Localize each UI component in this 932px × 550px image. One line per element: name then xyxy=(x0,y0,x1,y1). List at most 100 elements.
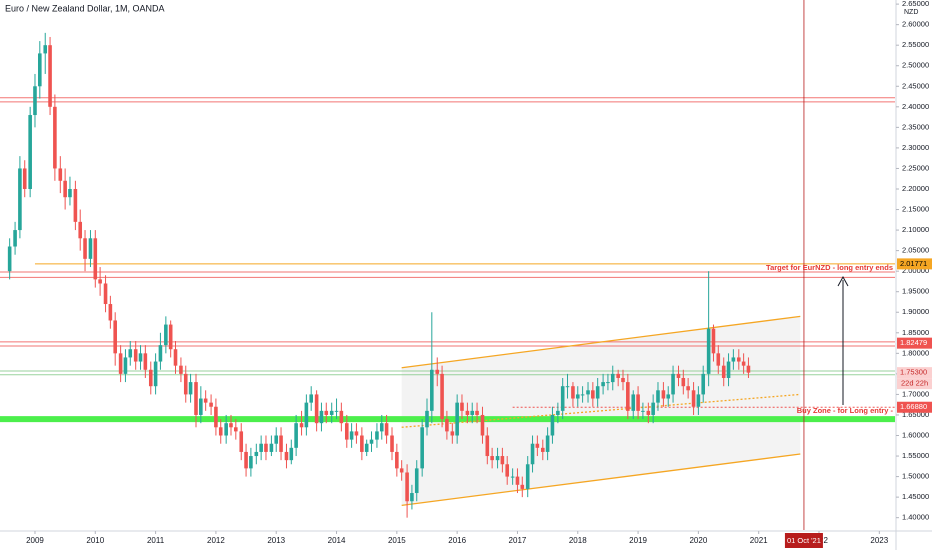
candle-body xyxy=(28,115,32,189)
y-tick-label: 1.70000 xyxy=(902,389,929,398)
candle-body xyxy=(68,188,72,198)
candle-body xyxy=(450,431,455,436)
candle-body xyxy=(259,443,263,452)
candle-body xyxy=(505,464,510,477)
candle-body xyxy=(284,451,289,461)
candle-body xyxy=(194,382,198,415)
candle-body xyxy=(148,369,153,387)
y-tick-label: 2.50000 xyxy=(902,61,929,70)
candle-body xyxy=(264,443,268,452)
candle-body xyxy=(746,365,751,373)
candle-body xyxy=(656,390,660,403)
y-tick-label: 2.45000 xyxy=(902,81,929,90)
x-tick-label: 2017 xyxy=(509,536,527,545)
candle-body xyxy=(103,283,108,305)
candle-body xyxy=(83,238,87,259)
candle-body xyxy=(736,357,741,362)
candle-body xyxy=(661,390,666,399)
candle-body xyxy=(399,468,404,473)
candle-body xyxy=(500,456,505,465)
candle-body xyxy=(324,410,329,415)
currency-label: NZD xyxy=(904,9,918,16)
candle-body xyxy=(560,386,565,411)
y-tick-label: 2.55000 xyxy=(902,40,929,49)
chart-title: Euro / New Zealand Dollar, 1M, OANDA xyxy=(5,3,165,13)
candle-body xyxy=(405,472,409,502)
y-tick-label: 2.00000 xyxy=(902,266,929,275)
candle-body xyxy=(616,373,620,378)
candle-body xyxy=(309,394,313,403)
price-label-box xyxy=(897,401,932,413)
candle-body xyxy=(606,382,610,384)
candle-body xyxy=(475,410,479,415)
candle-body xyxy=(13,230,17,247)
candle-body xyxy=(274,435,279,444)
candle-body xyxy=(711,328,716,354)
y-tick-label: 2.25000 xyxy=(902,163,929,172)
candle-body xyxy=(721,365,726,378)
candle-body xyxy=(360,435,364,452)
candle-body xyxy=(349,431,354,440)
candle-body xyxy=(565,386,570,388)
candle-body xyxy=(18,168,22,231)
x-tick-label: 2021 xyxy=(750,536,768,545)
candle-body xyxy=(510,476,515,478)
candle-body xyxy=(98,279,102,284)
candle-body xyxy=(410,493,414,502)
price-label-box xyxy=(897,367,932,379)
candle-body xyxy=(445,419,449,432)
y-tick-label: 1.85000 xyxy=(902,328,929,337)
candle-body xyxy=(329,410,334,415)
candle-body xyxy=(304,402,309,428)
y-tick-label: 2.60000 xyxy=(902,20,929,29)
candle-body xyxy=(731,357,736,362)
candle-body xyxy=(520,484,525,489)
countdown-box xyxy=(897,378,932,390)
candle-body xyxy=(48,45,52,107)
candle-body xyxy=(188,382,193,395)
candle-body xyxy=(641,410,645,412)
y-tick-label: 1.55000 xyxy=(902,451,929,460)
x-tick-label: 2020 xyxy=(689,536,707,545)
candle-body xyxy=(575,394,580,399)
candle-body xyxy=(610,373,615,383)
candle-body xyxy=(540,447,545,452)
candle-body xyxy=(741,361,746,366)
candle-body xyxy=(93,238,98,280)
candle-body xyxy=(435,369,440,374)
candle-body xyxy=(33,86,37,116)
annotation: Buy Zone - for Long entry - xyxy=(797,406,894,415)
candle-body xyxy=(626,382,630,411)
candle-body xyxy=(430,369,434,411)
channel-inner xyxy=(401,393,801,428)
candle-body xyxy=(651,402,655,415)
candle-body xyxy=(686,386,690,391)
candle-body xyxy=(671,373,675,395)
y-tick-label: 2.65000 xyxy=(902,0,929,8)
candle-body xyxy=(73,188,78,222)
channel-upper xyxy=(401,315,801,369)
candle-body xyxy=(480,414,485,436)
x-tick-label: 2015 xyxy=(388,536,406,545)
candle-body xyxy=(364,443,369,452)
y-tick-label: 1.95000 xyxy=(902,287,929,296)
candle-body xyxy=(279,435,283,452)
candle-body xyxy=(691,390,696,407)
price-label: 1.82479 xyxy=(900,338,927,347)
y-tick-label: 1.45000 xyxy=(902,492,929,501)
candle-body xyxy=(199,398,203,415)
candle-body xyxy=(706,328,711,374)
x-tick-label: 2013 xyxy=(267,536,285,545)
candle-body xyxy=(143,353,148,370)
candle-body xyxy=(375,431,379,440)
candle-body xyxy=(38,53,42,87)
candle-body xyxy=(224,423,228,436)
candle-body xyxy=(470,410,475,415)
candle-body xyxy=(334,410,339,412)
channel-lower xyxy=(401,453,801,506)
y-tick-label: 1.90000 xyxy=(902,307,929,316)
candle-body xyxy=(414,468,419,494)
candle-body xyxy=(571,386,575,399)
candle-body xyxy=(369,439,374,444)
y-tick-label: 1.80000 xyxy=(902,348,929,357)
